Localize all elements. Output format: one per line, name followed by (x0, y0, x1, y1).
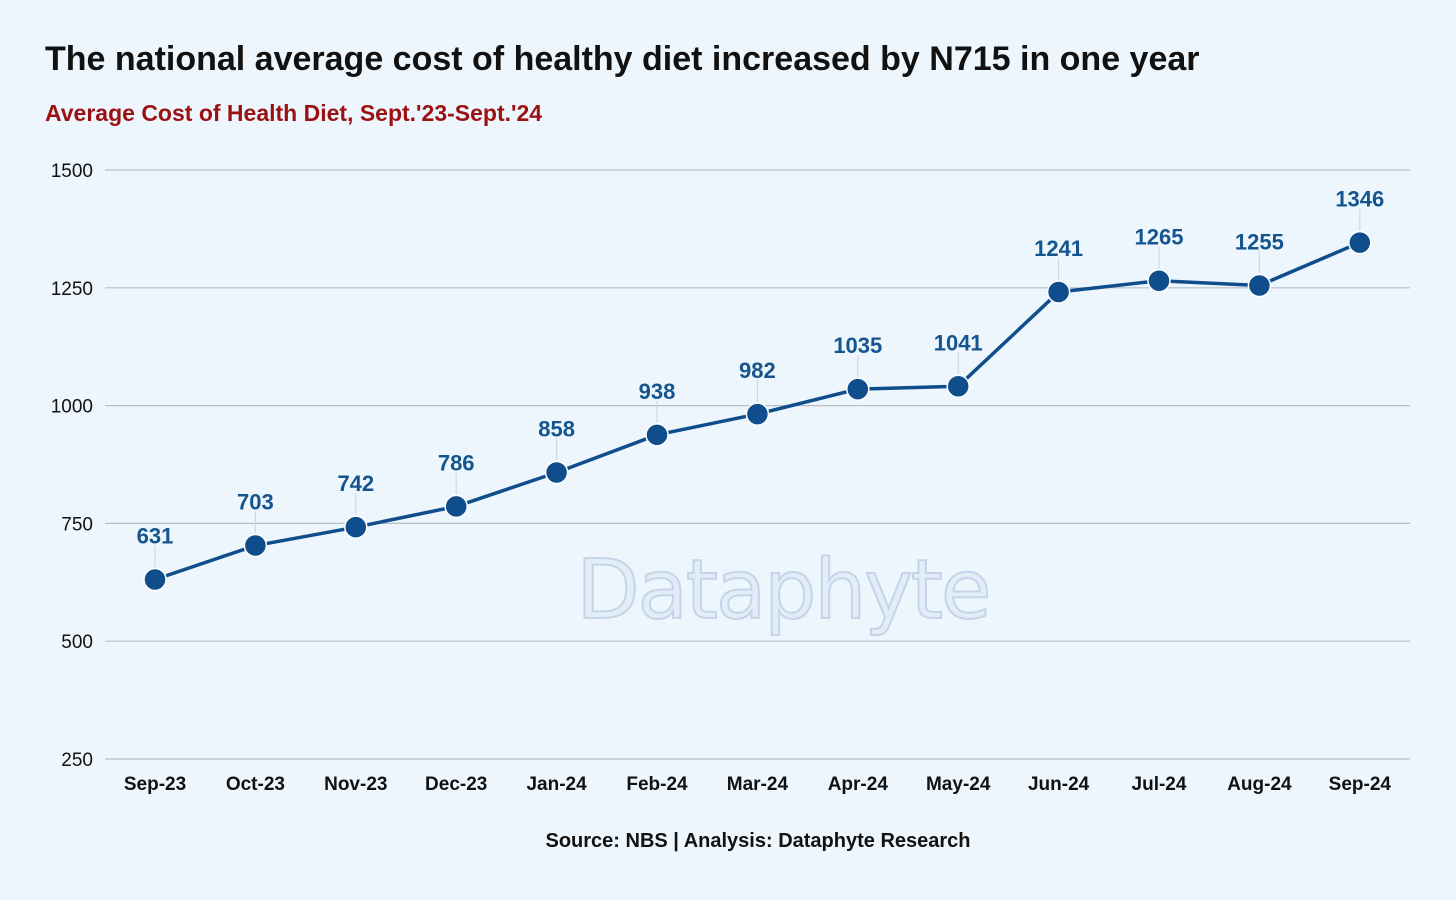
y-tick-label: 1250 (51, 279, 93, 300)
x-tick-label: Apr-24 (828, 774, 889, 795)
data-point (544, 460, 569, 485)
y-tick-label: 750 (61, 514, 93, 535)
data-label: 1255 (1235, 229, 1284, 254)
data-label: 982 (739, 358, 776, 383)
x-tick-label: Oct-23 (226, 774, 285, 795)
data-point (344, 515, 368, 539)
y-tick-label: 500 (61, 632, 93, 653)
x-tick-label: Dec-23 (425, 774, 487, 795)
data-point (1348, 230, 1372, 255)
data-point (1247, 273, 1272, 298)
data-points (143, 230, 1372, 592)
x-tick-label: Jul-24 (1132, 774, 1187, 795)
data-label: 742 (337, 471, 374, 496)
data-label: 1265 (1135, 225, 1184, 250)
y-tick-label: 1000 (51, 397, 93, 418)
data-label: 1346 (1335, 187, 1384, 212)
data-point (444, 494, 468, 519)
x-axis-tick-labels: Sep-23 Oct-23 Nov-23 Dec-23 Jan-24 Feb-24 Mar-… (124, 774, 1392, 795)
data-label: 858 (538, 417, 575, 442)
x-tick-label: Aug-24 (1227, 774, 1292, 795)
watermark-logo: Dataphyte (577, 543, 990, 638)
data-label: 938 (639, 379, 676, 404)
y-tick-label: 1500 (51, 161, 93, 182)
y-tick-label: 250 (61, 750, 93, 771)
x-tick-label: Sep-23 (124, 774, 186, 795)
gridlines (105, 169, 1410, 760)
data-label: 631 (137, 523, 174, 548)
x-tick-label: Jan-24 (526, 774, 587, 795)
data-label: 1035 (833, 333, 882, 358)
x-tick-label: Sep-24 (1329, 774, 1392, 795)
data-label: 703 (237, 490, 274, 515)
data-label: 1241 (1034, 236, 1083, 261)
data-point (946, 374, 970, 399)
y-axis-tick-labels: 250 500 750 1000 1250 1500 (51, 161, 93, 771)
data-point (143, 567, 167, 592)
data-label: 1041 (934, 330, 983, 355)
data-label: 786 (438, 450, 475, 475)
x-tick-label: Nov-23 (324, 774, 387, 795)
data-point (1147, 268, 1171, 293)
data-labels: 631 703 742 786 858 938 982 1035 1041 1241 1265 125… (137, 187, 1385, 549)
data-point (645, 423, 669, 447)
source-note: Source: NBS | Analysis: Dataphyte Resear… (545, 830, 971, 852)
data-point (846, 377, 870, 401)
chart-title: The national average cost of healthy die… (45, 40, 1200, 78)
label-connectors (154, 208, 1361, 568)
x-tick-label: Feb-24 (626, 774, 688, 795)
data-point (1046, 280, 1071, 304)
data-point (745, 402, 770, 426)
x-tick-label: Mar-24 (727, 774, 789, 795)
x-tick-label: May-24 (926, 774, 991, 795)
data-point (243, 533, 268, 558)
chart-subtitle: Average Cost of Health Diet, Sept.'23-Se… (45, 100, 543, 126)
x-tick-label: Jun-24 (1028, 774, 1090, 795)
